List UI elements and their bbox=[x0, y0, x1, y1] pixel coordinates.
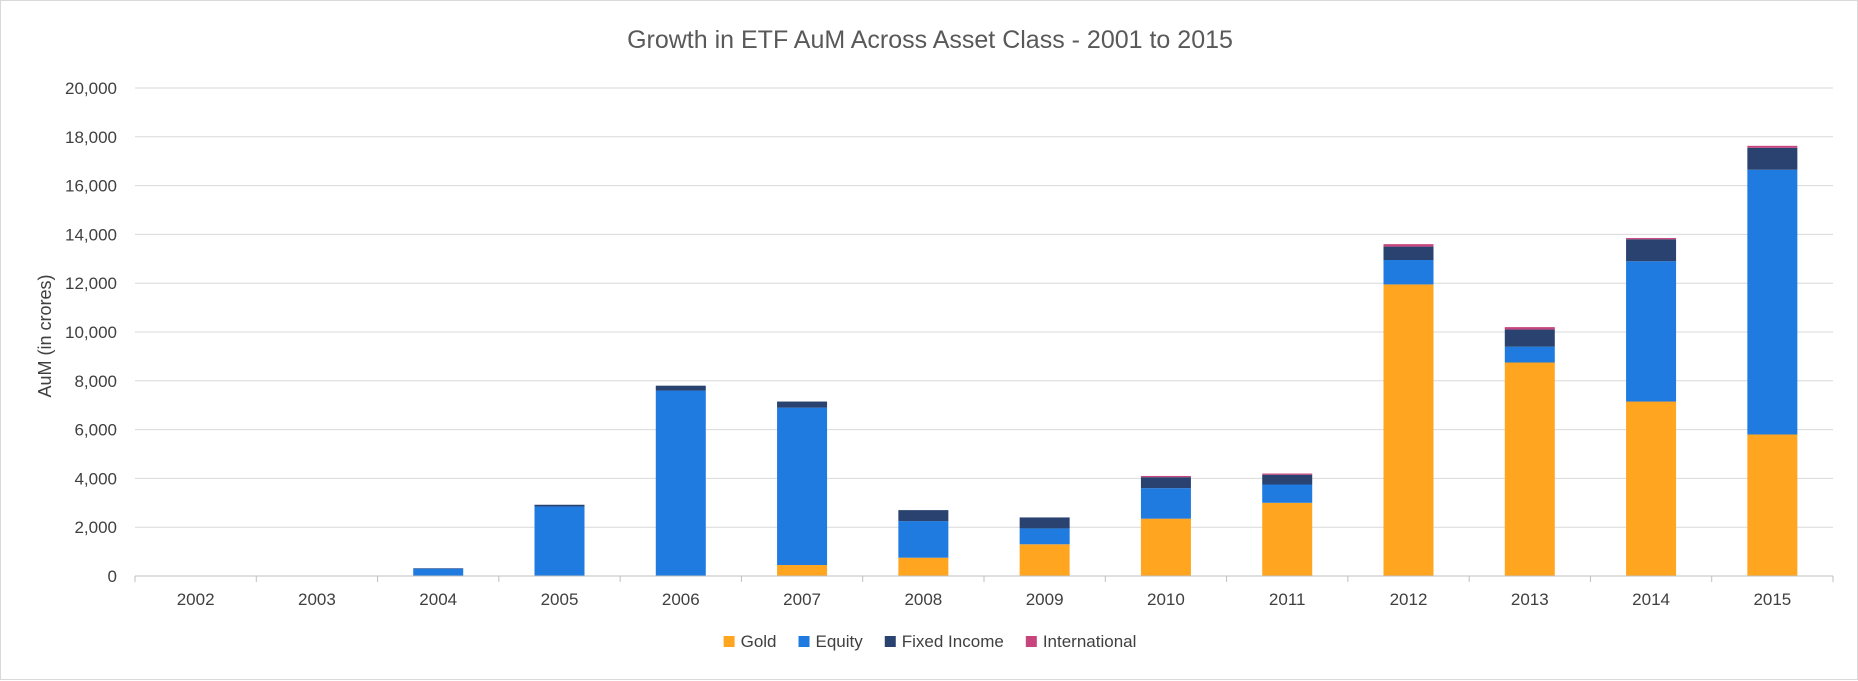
y-tick-label: 18,000 bbox=[65, 128, 117, 147]
x-tick-label: 2006 bbox=[662, 590, 700, 609]
bar-equity-2014 bbox=[1626, 261, 1677, 402]
bars bbox=[413, 145, 1798, 576]
x-tick-label: 2015 bbox=[1753, 590, 1791, 609]
x-tick-label: 2009 bbox=[1026, 590, 1064, 609]
legend-swatch bbox=[723, 636, 735, 647]
legend-swatch bbox=[1025, 636, 1037, 647]
x-tick-label: 2005 bbox=[541, 590, 579, 609]
bar-fixed-income-2006 bbox=[655, 385, 706, 391]
x-axis bbox=[134, 575, 1834, 582]
bar-international-2014 bbox=[1626, 238, 1677, 240]
bar-equity-2010 bbox=[1140, 488, 1191, 519]
bar-gold-2009 bbox=[1019, 544, 1070, 576]
bar-fixed-income-2012 bbox=[1383, 246, 1434, 261]
bar-gold-2011 bbox=[1262, 502, 1313, 576]
bar-fixed-income-2005 bbox=[534, 504, 585, 507]
bar-equity-2012 bbox=[1383, 260, 1434, 285]
bar-equity-2013 bbox=[1504, 346, 1555, 363]
bar-equity-2005 bbox=[534, 506, 585, 576]
x-tick-label: 2014 bbox=[1632, 590, 1670, 609]
bar-fixed-income-2015 bbox=[1747, 147, 1798, 170]
chart-title: Growth in ETF AuM Across Asset Class - 2… bbox=[627, 26, 1233, 54]
bar-gold-2014 bbox=[1626, 401, 1677, 576]
legend-label: Equity bbox=[816, 632, 864, 651]
legend-label: International bbox=[1043, 632, 1137, 651]
x-tick-label: 2007 bbox=[783, 590, 821, 609]
legend-swatch bbox=[884, 636, 896, 647]
bar-gold-2007 bbox=[777, 565, 828, 576]
y-tick-label: 12,000 bbox=[65, 274, 117, 293]
bar-fixed-income-2013 bbox=[1504, 329, 1555, 347]
bar-equity-2006 bbox=[655, 390, 706, 576]
bar-equity-2009 bbox=[1019, 528, 1070, 545]
y-axis-ticks: 0 2,000 4,000 6,000 8,000 10,000 12,000 14,000 1… bbox=[65, 79, 117, 586]
bar-fixed-income-2007 bbox=[777, 401, 828, 408]
y-tick-label: 6,000 bbox=[74, 421, 117, 440]
x-axis-ticks: 2002 2003 2004 2005 2006 2007 2008 2009 2010 2011… bbox=[177, 590, 1792, 609]
bar-equity-2011 bbox=[1262, 484, 1313, 503]
y-tick-label: 2,000 bbox=[74, 518, 117, 537]
legend-item-gold: Gold bbox=[723, 632, 777, 651]
gridlines bbox=[135, 87, 1833, 528]
bar-international-2012 bbox=[1383, 244, 1434, 247]
bar-gold-2010 bbox=[1140, 518, 1191, 576]
x-tick-label: 2008 bbox=[904, 590, 942, 609]
y-tick-label: 4,000 bbox=[74, 469, 117, 488]
legend-item-equity: Equity bbox=[798, 632, 864, 651]
legend-swatch bbox=[798, 636, 810, 647]
legend-label: Fixed Income bbox=[902, 632, 1004, 651]
bar-gold-2008 bbox=[898, 557, 949, 576]
legend-label: Gold bbox=[741, 632, 777, 651]
x-tick-label: 2011 bbox=[1269, 590, 1306, 609]
y-tick-label: 14,000 bbox=[65, 225, 117, 244]
y-tick-label: 8,000 bbox=[74, 372, 117, 391]
legend: Gold Equity Fixed Income International bbox=[723, 632, 1137, 651]
x-tick-label: 2003 bbox=[298, 590, 336, 609]
x-tick-label: 2010 bbox=[1147, 590, 1185, 609]
bar-international-2010 bbox=[1140, 475, 1191, 478]
bar-equity-2004 bbox=[413, 568, 464, 576]
bar-fixed-income-2004 bbox=[413, 568, 464, 569]
bar-fixed-income-2011 bbox=[1262, 474, 1313, 485]
y-tick-label: 16,000 bbox=[65, 177, 117, 196]
bar-fixed-income-2014 bbox=[1626, 239, 1677, 262]
bar-equity-2008 bbox=[898, 521, 949, 558]
y-axis-label: AuM (in crores) bbox=[35, 274, 55, 397]
bar-fixed-income-2008 bbox=[898, 510, 949, 522]
bar-gold-2015 bbox=[1747, 434, 1798, 576]
x-tick-label: 2004 bbox=[419, 590, 457, 609]
x-tick-label: 2013 bbox=[1511, 590, 1549, 609]
y-tick-label: 20,000 bbox=[65, 79, 117, 98]
bar-international-2015 bbox=[1747, 145, 1798, 148]
legend-item-fixed-income: Fixed Income bbox=[884, 632, 1004, 651]
bar-fixed-income-2010 bbox=[1140, 477, 1191, 489]
bar-gold-2012 bbox=[1383, 284, 1434, 576]
bar-equity-2015 bbox=[1747, 169, 1798, 435]
y-tick-label: 0 bbox=[108, 567, 117, 586]
x-tick-label: 2002 bbox=[177, 590, 215, 609]
legend-item-international: International bbox=[1025, 632, 1137, 651]
bar-equity-2007 bbox=[777, 407, 828, 566]
x-tick-label: 2012 bbox=[1390, 590, 1428, 609]
bar-gold-2013 bbox=[1504, 362, 1555, 576]
bar-international-2013 bbox=[1504, 327, 1555, 330]
bar-international-2011 bbox=[1262, 473, 1313, 475]
y-tick-label: 10,000 bbox=[65, 323, 117, 342]
bar-fixed-income-2009 bbox=[1019, 517, 1070, 529]
